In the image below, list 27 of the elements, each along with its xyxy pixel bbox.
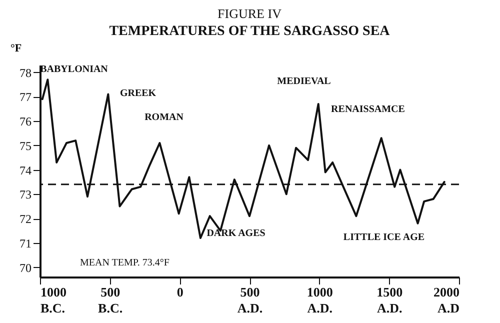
annotation: GREEK xyxy=(120,88,156,99)
chart-title: FIGURE IV xyxy=(218,6,282,21)
chart-subtitle: TEMPERATURES OF THE SARGASSO SEA xyxy=(109,24,391,39)
ref-line-label: MEAN TEMP. 73.4°F xyxy=(80,257,170,268)
x-tick-label: 500 A.D. xyxy=(237,284,263,316)
y-tick-label: 72 xyxy=(20,212,32,226)
annotation: MEDIEVAL xyxy=(277,76,332,87)
x-tick-label: 2000 A.D xyxy=(434,284,460,316)
annotation: DARK AGES xyxy=(206,228,266,239)
y-tick-label: 71 xyxy=(20,236,32,250)
annotation: BABYLONIAN xyxy=(40,64,109,75)
y-axis-title: °F xyxy=(10,42,22,54)
x-tick-label: 0 xyxy=(176,284,184,300)
x-tick-label: 500 B.C. xyxy=(98,284,123,316)
annotation: RENAISSAMCE xyxy=(331,104,406,115)
y-tick-label: 74 xyxy=(20,163,32,178)
y-tick-label: 75 xyxy=(20,138,32,153)
annotation: ROMAN xyxy=(144,112,184,123)
y-tick-label: 78 xyxy=(20,66,32,80)
x-tick-label: 1000 B.C. xyxy=(40,284,66,316)
y-tick-label: 70 xyxy=(20,260,32,275)
y-tick-label: 73 xyxy=(20,188,32,202)
x-tick-label: 1500 A.D. xyxy=(376,284,403,316)
annotation: LITTLE ICE AGE xyxy=(343,232,425,243)
y-tick-label: 77 xyxy=(20,90,32,104)
x-tick-label: 1000 A.D. xyxy=(306,284,333,316)
y-tick-label: 76 xyxy=(20,114,32,129)
